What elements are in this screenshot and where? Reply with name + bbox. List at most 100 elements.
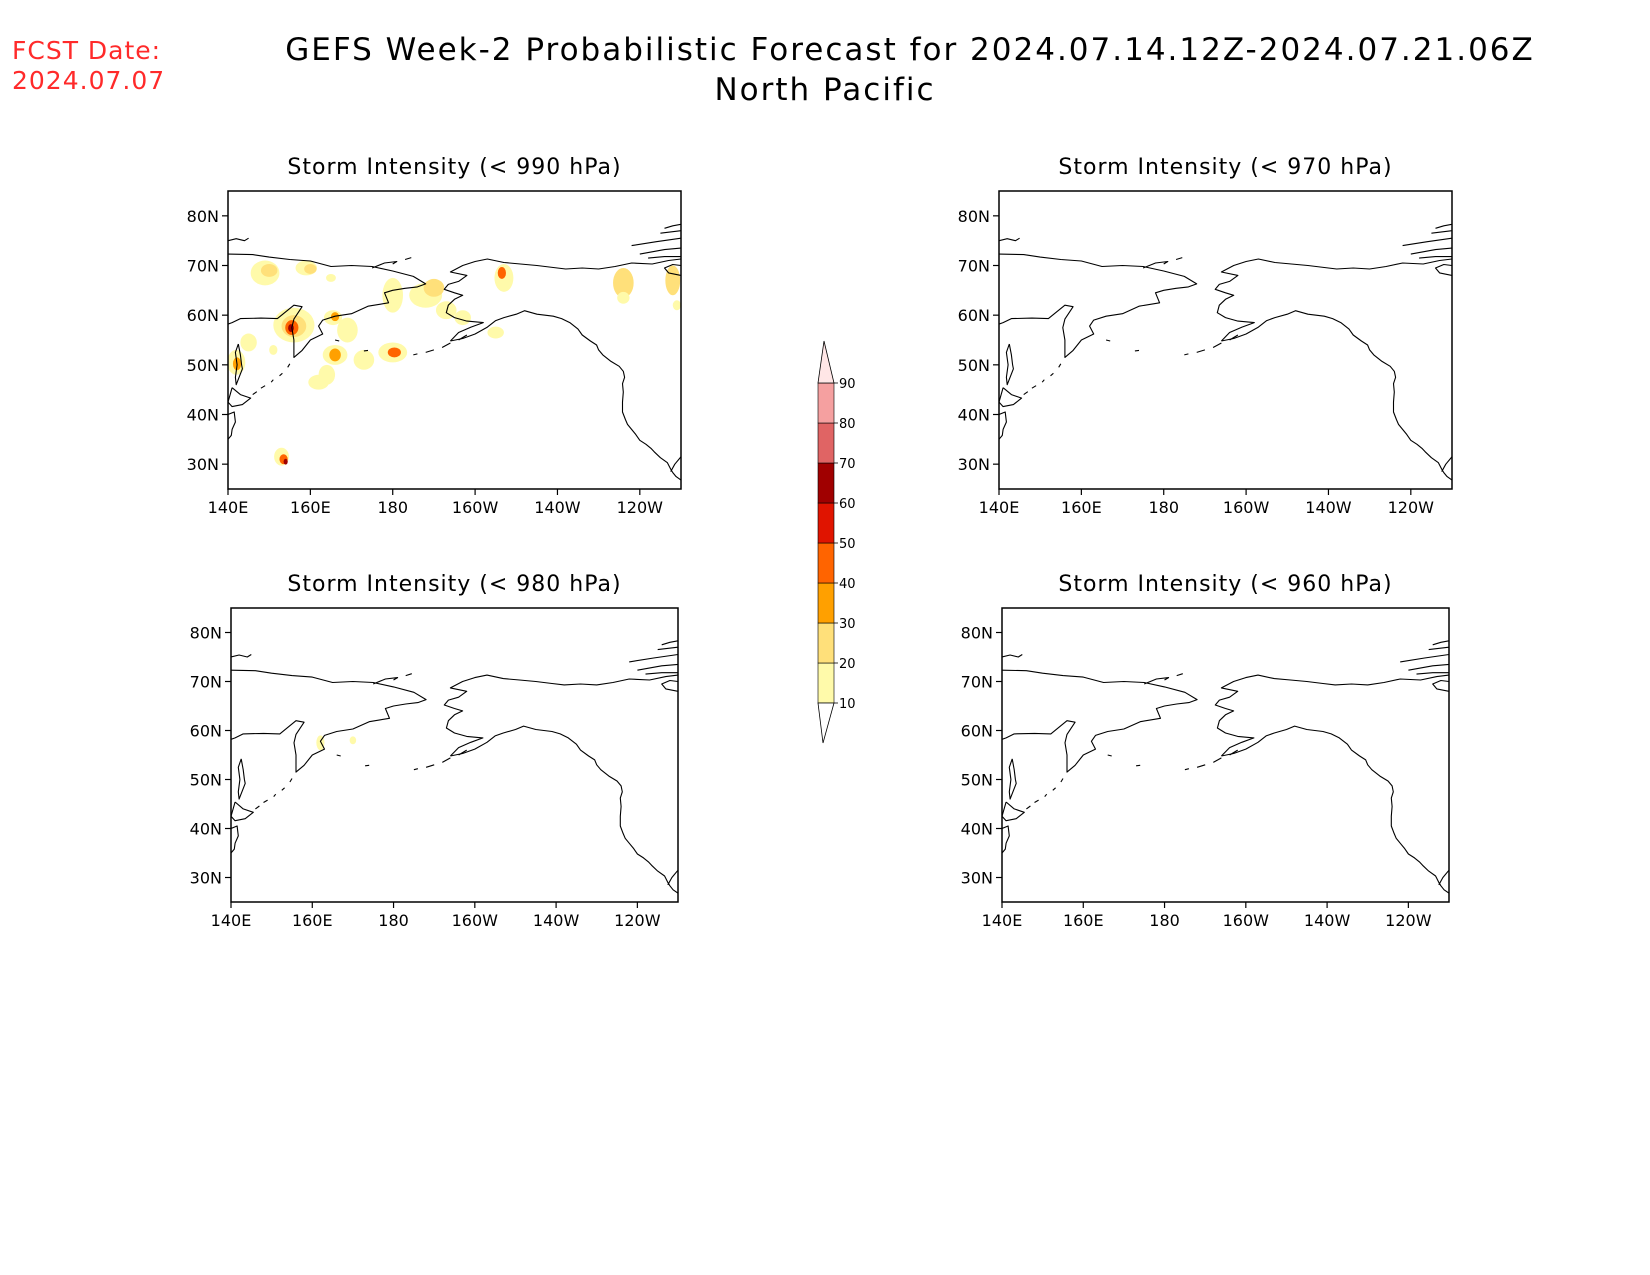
- lon-tick-label: 160W: [1223, 911, 1270, 930]
- coastline-segment: [1213, 757, 1222, 763]
- coastline-segment: [1044, 793, 1048, 797]
- coastline-segment: [667, 869, 678, 886]
- colorbar-segment: [817, 662, 835, 704]
- lat-tick-label: 40N: [961, 820, 993, 839]
- probability-cell: [329, 348, 341, 362]
- lat-tick-label: 70N: [958, 257, 990, 276]
- coastline-segment: [1005, 343, 1014, 386]
- forecast-date-label: FCST Date: 2024.07.07: [12, 36, 165, 96]
- lon-tick-label: 120W: [617, 498, 664, 517]
- coastline-segment: [1212, 342, 1222, 348]
- coastline-segment: [260, 385, 266, 389]
- panel-title: Storm Intensity (< 970 hPa): [1058, 155, 1392, 180]
- map-frame: [227, 190, 682, 490]
- coastline-segment: [1023, 391, 1029, 396]
- probability-cell: [613, 267, 634, 298]
- coastline-segment: [336, 754, 341, 757]
- coastline-segment: [1002, 654, 1023, 658]
- lon-tick-label: 160E: [290, 498, 331, 517]
- coastline-segment: [1428, 646, 1449, 651]
- probability-cell: [318, 364, 336, 385]
- coastline-segment: [999, 387, 1023, 408]
- coastline-segment: [661, 679, 678, 692]
- coastline-segment: [1432, 640, 1449, 646]
- coastline-segment: [1107, 754, 1112, 757]
- map-frame: [998, 190, 1453, 490]
- coastline-segment: [1142, 260, 1169, 269]
- probability-cell: [672, 300, 681, 311]
- probability-cell: [349, 736, 357, 745]
- coastline-segment: [1058, 363, 1062, 368]
- probability-cell: [617, 291, 630, 304]
- colorbar-segment: [817, 622, 835, 664]
- colorbar-label: 80: [839, 417, 856, 432]
- probability-cell: [497, 266, 506, 279]
- coastline-segment: [237, 758, 246, 800]
- colorbar-label: 20: [839, 657, 856, 672]
- coastline-segment: [1432, 679, 1449, 692]
- colorbar-label: 10: [839, 697, 856, 712]
- lon-tick-label: 120W: [1385, 911, 1432, 930]
- lat-tick-label: 50N: [190, 771, 222, 790]
- coastline-segment: [1002, 825, 1010, 854]
- coastline-segment: [660, 230, 681, 234]
- coastline-segment: [334, 339, 340, 342]
- coastline-segment: [289, 778, 293, 783]
- coastline-segment: [664, 223, 681, 229]
- coastline-segment: [1050, 372, 1054, 377]
- coastline-segment: [425, 764, 435, 768]
- lon-tick-label: 160E: [1061, 498, 1102, 517]
- lat-tick-label: 30N: [187, 455, 219, 474]
- lon-tick-label: 140W: [1305, 498, 1352, 517]
- coastline: [231, 640, 678, 894]
- probability-cell: [665, 265, 681, 296]
- lat-tick-label: 60N: [958, 306, 990, 325]
- lon-tick-label: 160W: [452, 498, 499, 517]
- coastline-segment: [1143, 677, 1170, 685]
- main-title-line1: GEFS Week-2 Probabilistic Forecast for 2…: [285, 32, 1535, 68]
- map-panel-p980: Storm Intensity (< 980 hPa) 140E 160E 180 16…: [190, 572, 679, 930]
- lon-tick-label: 120W: [614, 911, 661, 930]
- coastline-segment: [1214, 674, 1449, 757]
- colorbar-segment: [817, 542, 835, 584]
- lon-tick-label: 140E: [979, 498, 1020, 517]
- lon-tick-label: 140W: [534, 498, 581, 517]
- coastline-segment: [1034, 799, 1039, 803]
- coastline-segment: [363, 349, 369, 352]
- lat-tick-label: 60N: [187, 306, 219, 325]
- coastline-segment: [270, 379, 274, 383]
- lon-tick-label: 160E: [1063, 911, 1104, 930]
- coastline-segment: [1041, 379, 1045, 383]
- coastline-segment: [1214, 258, 1452, 342]
- coastline-segment: [228, 411, 236, 440]
- lat-tick-label: 80N: [961, 624, 993, 643]
- coastline-segment: [999, 237, 1020, 242]
- coastline-segment: [365, 764, 370, 767]
- coastline-segment: [1400, 653, 1449, 663]
- coastline-segment: [631, 237, 681, 247]
- lat-tick-label: 50N: [187, 356, 219, 375]
- coastline-segment: [372, 677, 399, 685]
- lat-tick-label: 80N: [187, 207, 219, 226]
- coastline-segment: [405, 673, 412, 677]
- coastline-segment: [1402, 237, 1452, 247]
- main-title: GEFS Week-2 Probabilistic Forecast for 2…: [0, 30, 1650, 110]
- probability-cell: [269, 344, 278, 355]
- colorbar-bottom-extension: [817, 702, 835, 744]
- colorbar-segment: [817, 582, 835, 624]
- coastline-segment: [231, 801, 254, 822]
- probability-cell: [387, 347, 401, 358]
- coastline-segment: [1434, 263, 1452, 276]
- coastline-segment: [1031, 385, 1037, 389]
- lat-tick-label: 40N: [958, 406, 990, 425]
- coastline-segment: [1134, 349, 1140, 352]
- coastline-segment: [645, 672, 678, 675]
- coastline-segment: [413, 768, 419, 771]
- coastline-segment: [1184, 353, 1189, 356]
- coastline-segment: [639, 247, 681, 255]
- coastline-segment: [1416, 672, 1449, 675]
- coastline-segment: [999, 253, 1198, 358]
- coastline-segment: [1196, 349, 1206, 353]
- coastline: [1002, 640, 1449, 894]
